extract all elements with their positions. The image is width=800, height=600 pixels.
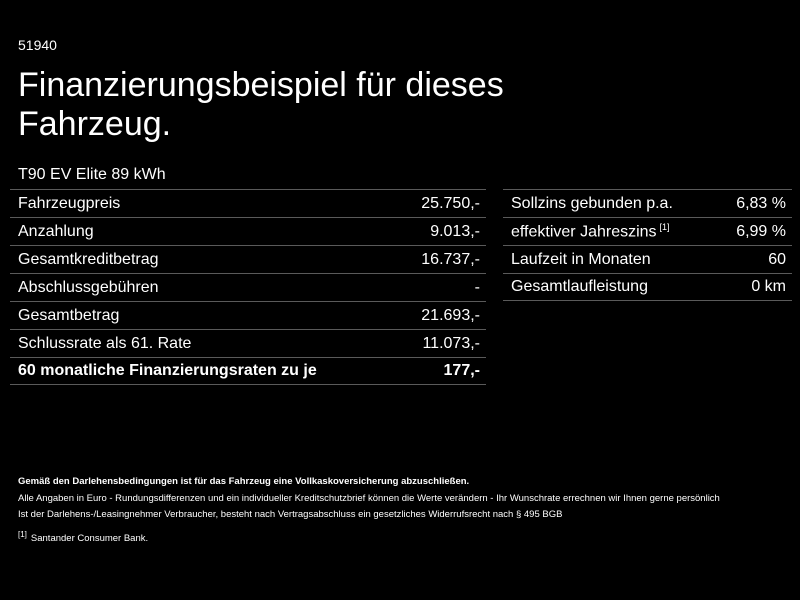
table-row: Gesamtlaufleistung 0 km [503, 273, 792, 301]
row-label: effektiver Jahreszins [1] [511, 222, 670, 241]
row-label-text: effektiver Jahreszins [511, 223, 657, 241]
row-label: Gesamtkreditbetrag [18, 250, 159, 268]
row-value: 6,83 % [736, 194, 786, 212]
row-value: 60 [768, 250, 786, 268]
row-value: 0 km [751, 278, 786, 295]
row-label: Gesamtlaufleistung [511, 278, 648, 295]
disclaimer-line: Alle Angaben in Euro - Rundungsdifferenz… [18, 493, 720, 504]
row-label: Fahrzeugpreis [18, 194, 121, 212]
reference-id: 51940 [18, 37, 57, 53]
footnote: [1] Santander Consumer Bank. [18, 527, 788, 547]
table-row: Gesamtkreditbetrag 16.737,- [10, 245, 486, 273]
row-value: 11.073,- [422, 334, 480, 352]
vehicle-model: T90 EV Elite 89 kWh [18, 166, 166, 183]
table-row: Laufzeit in Monaten 60 [503, 245, 792, 273]
row-value: 6,99 % [736, 222, 786, 240]
row-value: 16.737,- [421, 250, 480, 268]
row-label: Anzahlung [18, 222, 94, 240]
row-label: 60 monatliche Finanzierungsraten zu je [18, 362, 317, 379]
row-label: Sollzins gebunden p.a. [511, 194, 673, 212]
table-row: Anzahlung 9.013,- [10, 217, 486, 245]
withdrawal-notice: Ist der Darlehens-/Leasingnehmer Verbrau… [18, 509, 563, 520]
interest-table: Sollzins gebunden p.a. 6,83 % effektiver… [503, 189, 792, 301]
footnote-marker: [1] [659, 221, 670, 232]
footnote-text: Santander Consumer Bank. [30, 533, 149, 545]
row-value: 25.750,- [421, 194, 480, 212]
table-row: Abschlussgebühren - [10, 273, 486, 301]
row-label: Laufzeit in Monaten [511, 250, 651, 268]
table-row: Gesamtbetrag 21.693,- [10, 301, 486, 329]
legal-footer: Gemäß den Darlehensbedingungen ist für d… [18, 474, 788, 547]
table-row: effektiver Jahreszins [1] 6,99 % [503, 217, 792, 245]
row-value: - [474, 278, 480, 296]
row-label: Abschlussgebühren [18, 278, 159, 296]
table-row: Fahrzeugpreis 25.750,- [10, 189, 486, 217]
insurance-notice: Gemäß den Darlehensbedingungen ist für d… [18, 476, 470, 487]
row-value: 9.013,- [430, 222, 480, 240]
row-label: Schlussrate als 61. Rate [18, 334, 192, 352]
footnote-marker: [1] [18, 530, 27, 539]
page-title: Finanzierungsbeispiel für dieses Fahrzeu… [18, 66, 504, 143]
table-row: Schlussrate als 61. Rate 11.073,- [10, 329, 486, 357]
row-value: 177,- [443, 362, 480, 379]
row-value: 21.693,- [421, 306, 480, 324]
table-row: Sollzins gebunden p.a. 6,83 % [503, 189, 792, 217]
monthly-rate-row: 60 monatliche Finanzierungsraten zu je 1… [10, 357, 486, 385]
row-label: Gesamtbetrag [18, 306, 120, 324]
financing-table: Fahrzeugpreis 25.750,- Anzahlung 9.013,-… [10, 189, 486, 385]
